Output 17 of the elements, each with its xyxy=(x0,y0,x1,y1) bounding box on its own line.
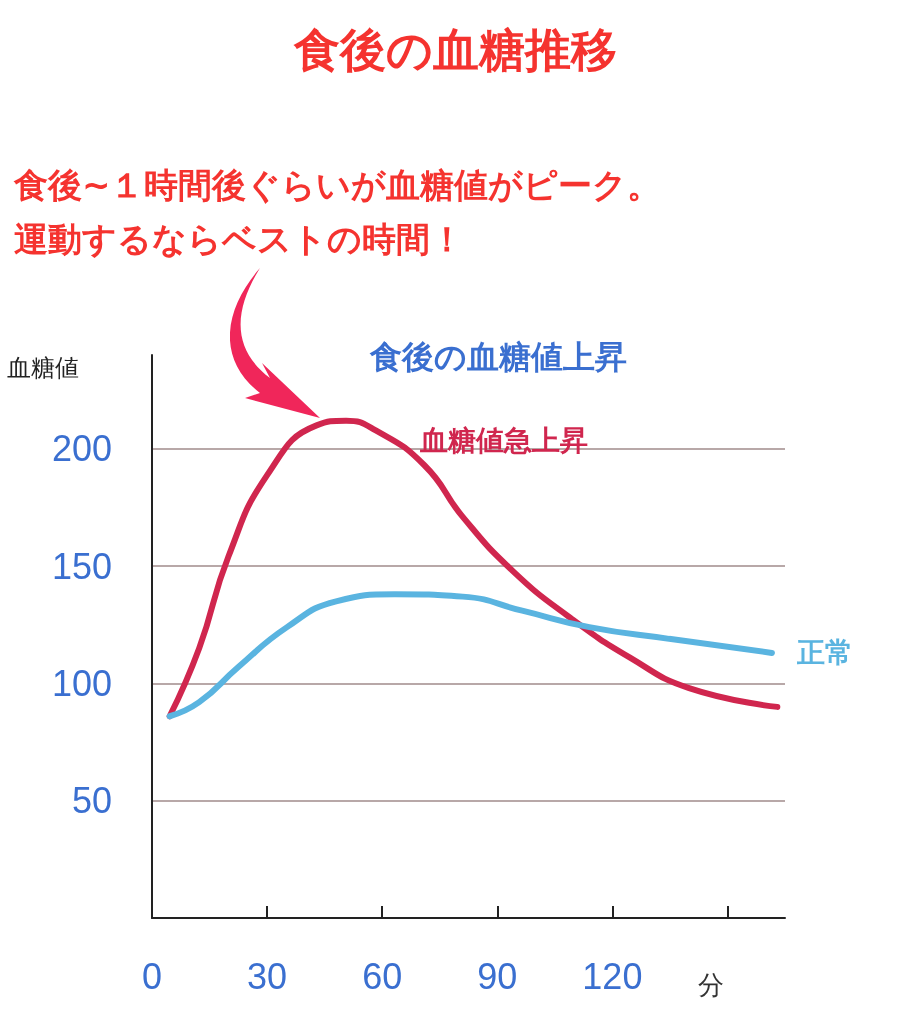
y-tick-label: 100 xyxy=(51,662,112,704)
x-tick-label: 120 xyxy=(582,955,643,997)
chart-title: 食後の血糖推移 xyxy=(292,22,618,79)
x-tick-label: 90 xyxy=(477,955,518,997)
text: 食後~１時間後ぐらいが血糖値がピーク。 xyxy=(14,165,662,205)
y-axis-title: 血糖値 xyxy=(7,353,79,381)
x-tick-label: 30 xyxy=(247,955,288,997)
text: 運動するならベストの時間！ xyxy=(14,219,464,260)
x-axis-title: 分 xyxy=(698,969,724,1002)
annotation: 食後の血糖値上昇 xyxy=(370,337,627,378)
x-tick-label: 0 xyxy=(141,955,163,997)
series-label: 血糖値急上昇 xyxy=(419,424,589,456)
x-tick-label: 60 xyxy=(362,955,403,997)
y-tick-label: 150 xyxy=(51,545,112,587)
y-tick-label: 200 xyxy=(51,428,112,470)
y-tick-label: 50 xyxy=(71,780,112,822)
series-label: 正常 xyxy=(795,637,853,669)
